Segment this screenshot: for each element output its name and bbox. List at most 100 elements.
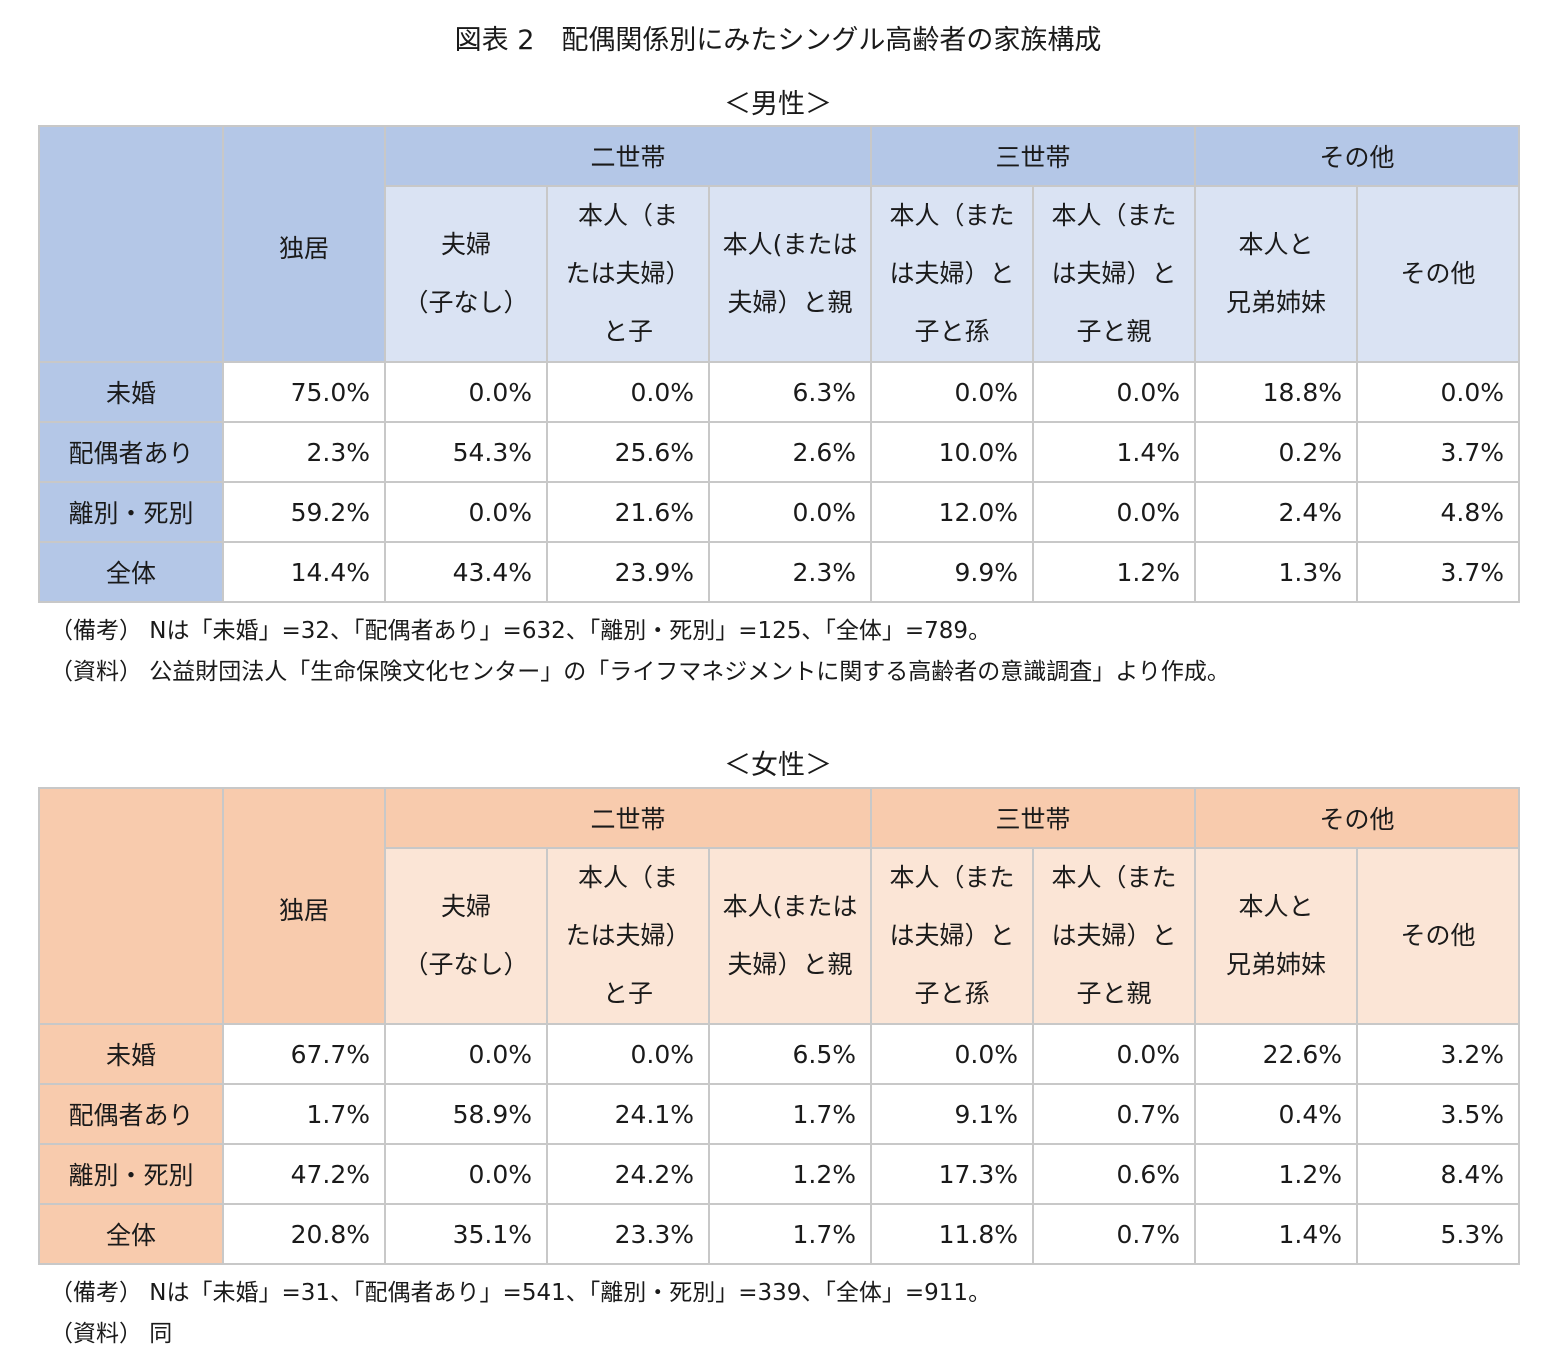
table-cell: 2.4% (1194, 481, 1359, 543)
table-cell: 67.7% (222, 1023, 386, 1085)
header-sub-siblings: 本人と 兄弟姉妹 (1194, 847, 1359, 1025)
table-cell: 3.2% (1356, 1023, 1521, 1085)
table-cell: 3.7% (1356, 541, 1521, 603)
table-cell: 22.6% (1194, 1023, 1359, 1085)
table-row: 未婚 67.7% 0.0% 0.0% 6.5% 0.0% 0.0% 22.6% … (38, 1023, 1521, 1085)
header-group-sansetai: 三世帯 (869, 787, 1197, 849)
table-cell: 35.1% (384, 1203, 548, 1265)
header-sub-self-and-parent: 本人(または 夫婦）と親 (708, 847, 872, 1025)
table-cell: 54.3% (384, 421, 548, 483)
table-cell: 0.7% (1031, 1203, 1197, 1265)
header-group-sonota: その他 (1194, 787, 1521, 849)
table-cell: 1.7% (222, 1083, 386, 1145)
table-cell: 24.2% (546, 1143, 710, 1205)
table-cell: 5.3% (1356, 1203, 1521, 1265)
table-cell: 0.0% (384, 361, 548, 423)
table-cell: 1.2% (1194, 1143, 1359, 1205)
table-cell: 12.0% (870, 481, 1034, 543)
corner-cell (38, 125, 224, 363)
table-cell: 1.4% (1194, 1203, 1359, 1265)
header-sub-child-grandchild: 本人（また は夫婦）と 子と孫 (870, 185, 1034, 363)
table-row: 全体 14.4% 43.4% 23.9% 2.3% 9.9% 1.2% 1.3%… (38, 541, 1521, 603)
female-note-remarks: （備考） Nは「未婚」=31、「配偶者あり」=541、「離別・死別」=339、「… (50, 1280, 992, 1306)
table-cell: 1.2% (708, 1143, 872, 1205)
table-cell: 17.3% (870, 1143, 1034, 1205)
male-note-remarks: （備考） Nは「未婚」=32、「配偶者あり」=632、「離別・死別」=125、「… (50, 618, 992, 644)
table-row: 配偶者あり 1.7% 58.9% 24.1% 1.7% 9.1% 0.7% 0.… (38, 1083, 1521, 1145)
table-cell: 59.2% (222, 481, 386, 543)
table-cell: 3.7% (1356, 421, 1521, 483)
table-cell: 58.9% (384, 1083, 548, 1145)
table-cell: 2.3% (222, 421, 386, 483)
table-cell: 25.6% (546, 421, 710, 483)
table-cell: 0.0% (546, 361, 710, 423)
header-sub-couple: 夫婦 （子なし） (384, 185, 548, 363)
table-row: 未婚 75.0% 0.0% 0.0% 6.3% 0.0% 0.0% 18.8% … (38, 361, 1521, 423)
table-cell: 1.2% (1031, 541, 1197, 603)
table-cell: 0.0% (708, 481, 872, 543)
header-group-sansetai: 三世帯 (869, 125, 1197, 187)
row-label: 配偶者あり (38, 1083, 224, 1145)
table-cell: 1.3% (1194, 541, 1359, 603)
header-sub-other: その他 (1356, 847, 1521, 1025)
table-cell: 20.8% (222, 1203, 386, 1265)
table-cell: 23.3% (546, 1203, 710, 1265)
header-sub-child-parent: 本人（また は夫婦）と 子と親 (1031, 185, 1197, 363)
header-sub-siblings: 本人と 兄弟姉妹 (1194, 185, 1359, 363)
header-sub-child-grandchild: 本人（また は夫婦）と 子と孫 (870, 847, 1034, 1025)
row-label: 全体 (38, 541, 224, 603)
table-cell: 0.0% (384, 481, 548, 543)
header-sub-other: その他 (1356, 185, 1521, 363)
table-cell: 10.0% (870, 421, 1034, 483)
header-solo: 独居 (222, 125, 386, 363)
table-cell: 0.0% (870, 361, 1034, 423)
table-cell: 4.8% (1356, 481, 1521, 543)
table-cell: 2.6% (708, 421, 872, 483)
male-subtitle: ＜男性＞ (724, 89, 832, 120)
header-sub-self-and-child: 本人（ま たは夫婦） と子 (546, 847, 710, 1025)
table-cell: 0.0% (1031, 1023, 1197, 1085)
table-cell: 0.0% (384, 1023, 548, 1085)
table-cell: 0.7% (1031, 1083, 1197, 1145)
table-cell: 1.4% (1031, 421, 1197, 483)
table-cell: 9.9% (870, 541, 1034, 603)
female-table: 独居 二世帯 三世帯 その他 夫婦 （子なし） 本人（ま たは夫婦） と子 本人(また… (38, 787, 1521, 1265)
male-table: 独居 二世帯 三世帯 その他 夫婦 （子なし） 本人（ま たは夫婦） と子 本人(また… (38, 125, 1521, 603)
header-sub-couple: 夫婦 （子なし） (384, 847, 548, 1025)
table-cell: 14.4% (222, 541, 386, 603)
table-cell: 21.6% (546, 481, 710, 543)
table-row: 配偶者あり 2.3% 54.3% 25.6% 2.6% 10.0% 1.4% 0… (38, 421, 1521, 483)
table-cell: 0.2% (1194, 421, 1359, 483)
header-group-nisetai: 二世帯 (384, 125, 872, 187)
table-cell: 43.4% (384, 541, 548, 603)
row-label: 未婚 (38, 361, 224, 423)
table-cell: 0.0% (1031, 361, 1197, 423)
table-cell: 0.0% (1356, 361, 1521, 423)
table-cell: 6.5% (708, 1023, 872, 1085)
table-row: 離別・死別 47.2% 0.0% 24.2% 1.2% 17.3% 0.6% 1… (38, 1143, 1521, 1205)
table-cell: 0.6% (1031, 1143, 1197, 1205)
table-cell: 47.2% (222, 1143, 386, 1205)
table-cell: 18.8% (1194, 361, 1359, 423)
header-sub-self-and-parent: 本人(または 夫婦）と親 (708, 185, 872, 363)
table-cell: 6.3% (708, 361, 872, 423)
table-cell: 0.0% (870, 1023, 1034, 1085)
corner-cell (38, 787, 224, 1025)
table-cell: 1.7% (708, 1083, 872, 1145)
table-cell: 0.0% (546, 1023, 710, 1085)
female-subtitle: ＜女性＞ (724, 750, 832, 781)
header-solo: 独居 (222, 787, 386, 1025)
figure-title: 図表 2 配偶関係別にみたシングル高齢者の家族構成 (454, 25, 1102, 56)
table-row: 離別・死別 59.2% 0.0% 21.6% 0.0% 12.0% 0.0% 2… (38, 481, 1521, 543)
row-label: 全体 (38, 1203, 224, 1265)
table-cell: 0.4% (1194, 1083, 1359, 1145)
table-cell: 0.0% (384, 1143, 548, 1205)
row-label: 離別・死別 (38, 1143, 224, 1205)
row-label: 未婚 (38, 1023, 224, 1085)
table-cell: 9.1% (870, 1083, 1034, 1145)
male-note-source: （資料） 公益財団法人「生命保険文化センター」の「ライフマネジメントに関する高齢… (50, 659, 1230, 685)
table-cell: 0.0% (1031, 481, 1197, 543)
row-label: 配偶者あり (38, 421, 224, 483)
table-cell: 2.3% (708, 541, 872, 603)
header-group-sonota: その他 (1194, 125, 1521, 187)
